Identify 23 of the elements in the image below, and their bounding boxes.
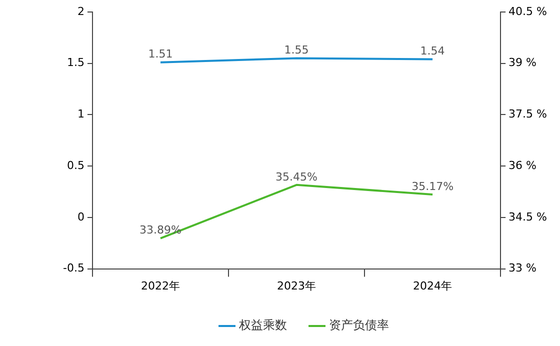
x-tick-label: 2024年 (413, 279, 452, 292)
data-label: 35.17% (412, 180, 454, 193)
y2-tick-label: 40.5 % (508, 4, 548, 18)
y-tick-label: 2 (77, 4, 84, 18)
y2-tick-label: 39 % (508, 56, 537, 70)
data-label: 1.54 (420, 44, 445, 58)
y-tick-label: 1.5 (66, 56, 84, 70)
y2-tick-label: 37.5 % (508, 108, 548, 121)
data-label: 33.89% (140, 224, 182, 237)
y-tick-label: 1 (77, 108, 84, 121)
data-label: 1.55 (284, 44, 309, 57)
y-tick-label: 0 (77, 210, 84, 224)
data-label: 1.51 (148, 48, 173, 61)
y-tick-label: 0.5 (66, 158, 84, 172)
x-tick-label: 2022年 (140, 279, 180, 292)
y2-tick-label: 34.5 % (508, 210, 548, 224)
y2-tick-label: 33 % (508, 262, 537, 275)
data-label: 35.45% (276, 170, 318, 184)
y2-tick-label: 36 % (508, 158, 537, 172)
x-tick-label: 2023年 (277, 279, 316, 292)
legend-label: 权益乘数 (238, 318, 287, 332)
y-tick-label: -0.5 (62, 262, 84, 275)
legend-label: 资产负债率 (329, 318, 389, 332)
